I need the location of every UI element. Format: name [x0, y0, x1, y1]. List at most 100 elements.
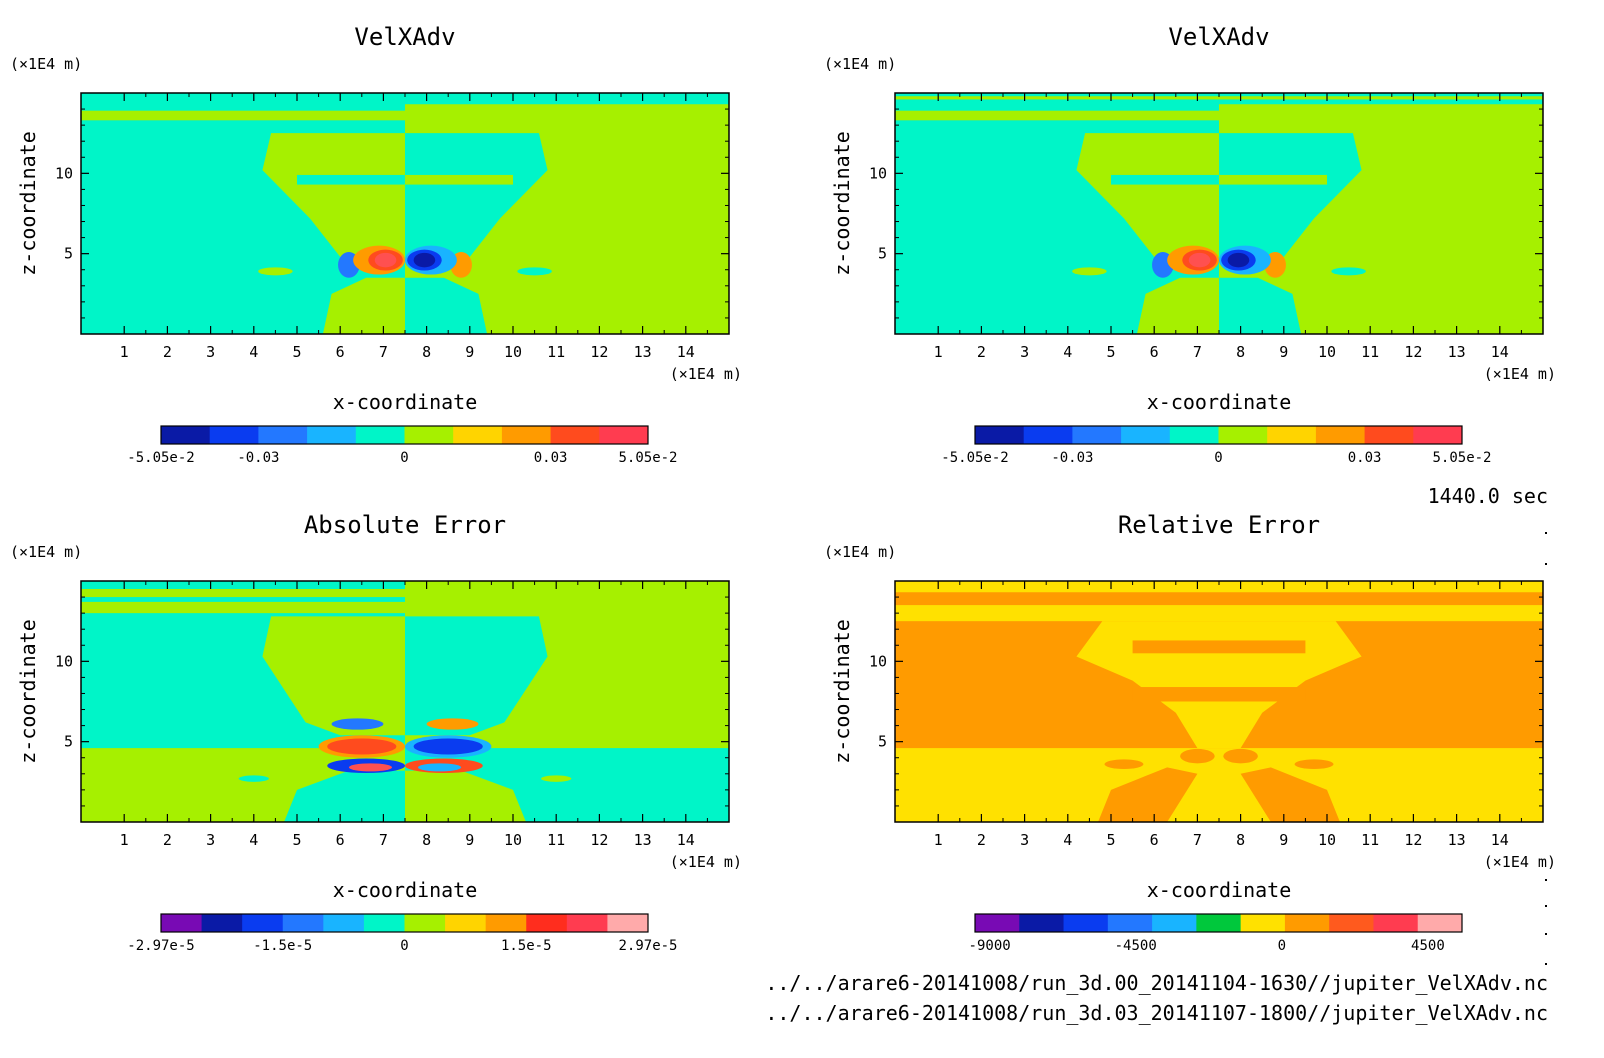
x-tick-label: 13	[1448, 831, 1466, 849]
thin-band	[340, 674, 405, 686]
colorbar-frame	[160, 425, 649, 445]
colorbar-swatch	[242, 914, 284, 932]
panel-1: VelXAdv (×1E4 m) (×1E4 m) x-coordinate z-coo…	[10, 23, 742, 466]
y-unit-label: (×1E4 m)	[10, 55, 82, 73]
colorbar-swatch	[1152, 914, 1197, 932]
positive-region	[405, 770, 526, 822]
field-blob	[1188, 252, 1211, 268]
x-tick-label: 4	[249, 343, 258, 361]
field-blob	[348, 763, 393, 772]
colorbar-frame	[974, 913, 1463, 933]
colorbar-swatch	[975, 914, 1020, 932]
x-tick-label: 13	[634, 831, 652, 849]
x-tick-label: 1	[120, 831, 129, 849]
x-tick-label: 1	[934, 831, 943, 849]
colorbar-swatch	[161, 914, 203, 932]
x-tick-label: 14	[1491, 831, 1509, 849]
colorbar-label: 0.03	[534, 450, 568, 466]
x-tick-label: 2	[977, 343, 986, 361]
top-band	[81, 589, 729, 598]
y-unit-label: (×1E4 m)	[10, 543, 82, 561]
panel-title: VelXAdv	[1168, 23, 1269, 51]
field-blob	[426, 718, 479, 730]
colorbar-swatch	[1329, 914, 1374, 932]
x-tick-label: 8	[1236, 343, 1245, 361]
colorbar-swatch	[1218, 426, 1268, 444]
x-tick-label: 1	[934, 343, 943, 361]
x-tick-label: 14	[1491, 343, 1509, 361]
y-tick-label: 5	[64, 245, 73, 263]
colorbar-swatch	[1284, 914, 1330, 932]
colorbar-label: -4500	[1115, 938, 1157, 954]
field-blob	[331, 718, 384, 730]
thin-band	[405, 674, 470, 686]
lower-region	[1240, 767, 1340, 822]
field-blob	[413, 252, 436, 268]
colorbar-label: 0	[1214, 450, 1222, 466]
positive-region	[262, 133, 405, 257]
x-tick-label: 10	[504, 831, 522, 849]
colorbar: -5.05e-2 -0.03 0 0.03 5.05e-2	[127, 425, 678, 466]
x-tick-label: 10	[1318, 343, 1336, 361]
x-tick-label: 6	[1150, 831, 1159, 849]
time-label: 1440.0 sec	[1428, 484, 1548, 508]
x-tick-label: 9	[465, 831, 474, 849]
x-tick-label: 3	[206, 831, 215, 849]
negative-region	[284, 770, 405, 822]
x-tick-label: 9	[1279, 343, 1288, 361]
x-axis-label: x-coordinate	[1147, 390, 1292, 414]
positive-region	[1076, 133, 1219, 257]
field-blob	[1076, 290, 1111, 298]
colorbar-label: 0	[400, 450, 408, 466]
plot-area	[81, 581, 729, 822]
x-tick-label: 5	[1106, 831, 1115, 849]
colorbar-label: -9000	[969, 938, 1011, 954]
panel-4: Relative Error (×1E4 m) (×1E4 m) x-coordina…	[824, 511, 1556, 954]
x-tick-label: 6	[336, 831, 345, 849]
y-axis-label: z-coordinate	[830, 131, 854, 276]
x-tick-label: 13	[634, 343, 652, 361]
colorbar-label: 0	[1278, 938, 1286, 954]
x-tick-label: 5	[1106, 343, 1115, 361]
panel-title: Absolute Error	[304, 511, 506, 539]
x-tick-label: 8	[1236, 831, 1245, 849]
x-axis-label: x-coordinate	[333, 390, 478, 414]
y-unit-label: (×1E4 m)	[824, 543, 896, 561]
x-tick-label: 12	[590, 343, 608, 361]
x-tick-label: 14	[677, 343, 695, 361]
colorbar-swatch	[485, 914, 527, 932]
x-tick-label: 1	[120, 343, 129, 361]
colorbar-swatch	[1267, 426, 1317, 444]
thin-band	[1132, 640, 1306, 654]
y-tick-label: 10	[869, 164, 887, 182]
file-path-1: ../../arare6-20141008/run_3d.00_20141104…	[765, 971, 1548, 995]
colorbar-label: 2.97e-5	[618, 938, 677, 954]
colorbar-label: 5.05e-2	[1432, 450, 1491, 466]
x-tick-label: 10	[1318, 831, 1336, 849]
y-tick-label: 5	[878, 245, 887, 263]
top-band	[81, 93, 729, 105]
colorbar-swatch	[445, 914, 487, 932]
field-blob	[1180, 748, 1215, 764]
colorbar-swatch	[1063, 914, 1109, 932]
colorbar-swatch	[566, 914, 608, 932]
colorbar-swatch	[1364, 426, 1414, 444]
y-tick-label: 5	[878, 733, 887, 751]
positive-region	[262, 616, 405, 736]
colorbar-swatch	[161, 426, 211, 444]
top-band	[895, 110, 1543, 121]
x-axis-label: x-coordinate	[333, 878, 478, 902]
colorbar-label: 0	[400, 938, 408, 954]
lower-region	[1098, 767, 1198, 822]
x-tick-label: 3	[1020, 831, 1029, 849]
field-blob	[513, 290, 548, 298]
colorbar-label: -0.03	[1051, 450, 1093, 466]
colorbar-swatch	[1023, 426, 1073, 444]
colorbar-swatch	[201, 914, 243, 932]
top-band	[81, 110, 729, 121]
field-blob	[1294, 759, 1334, 769]
edge-dots	[1545, 532, 1547, 965]
x-tick-label: 11	[547, 831, 565, 849]
colorbar-label: -5.05e-2	[127, 450, 194, 466]
